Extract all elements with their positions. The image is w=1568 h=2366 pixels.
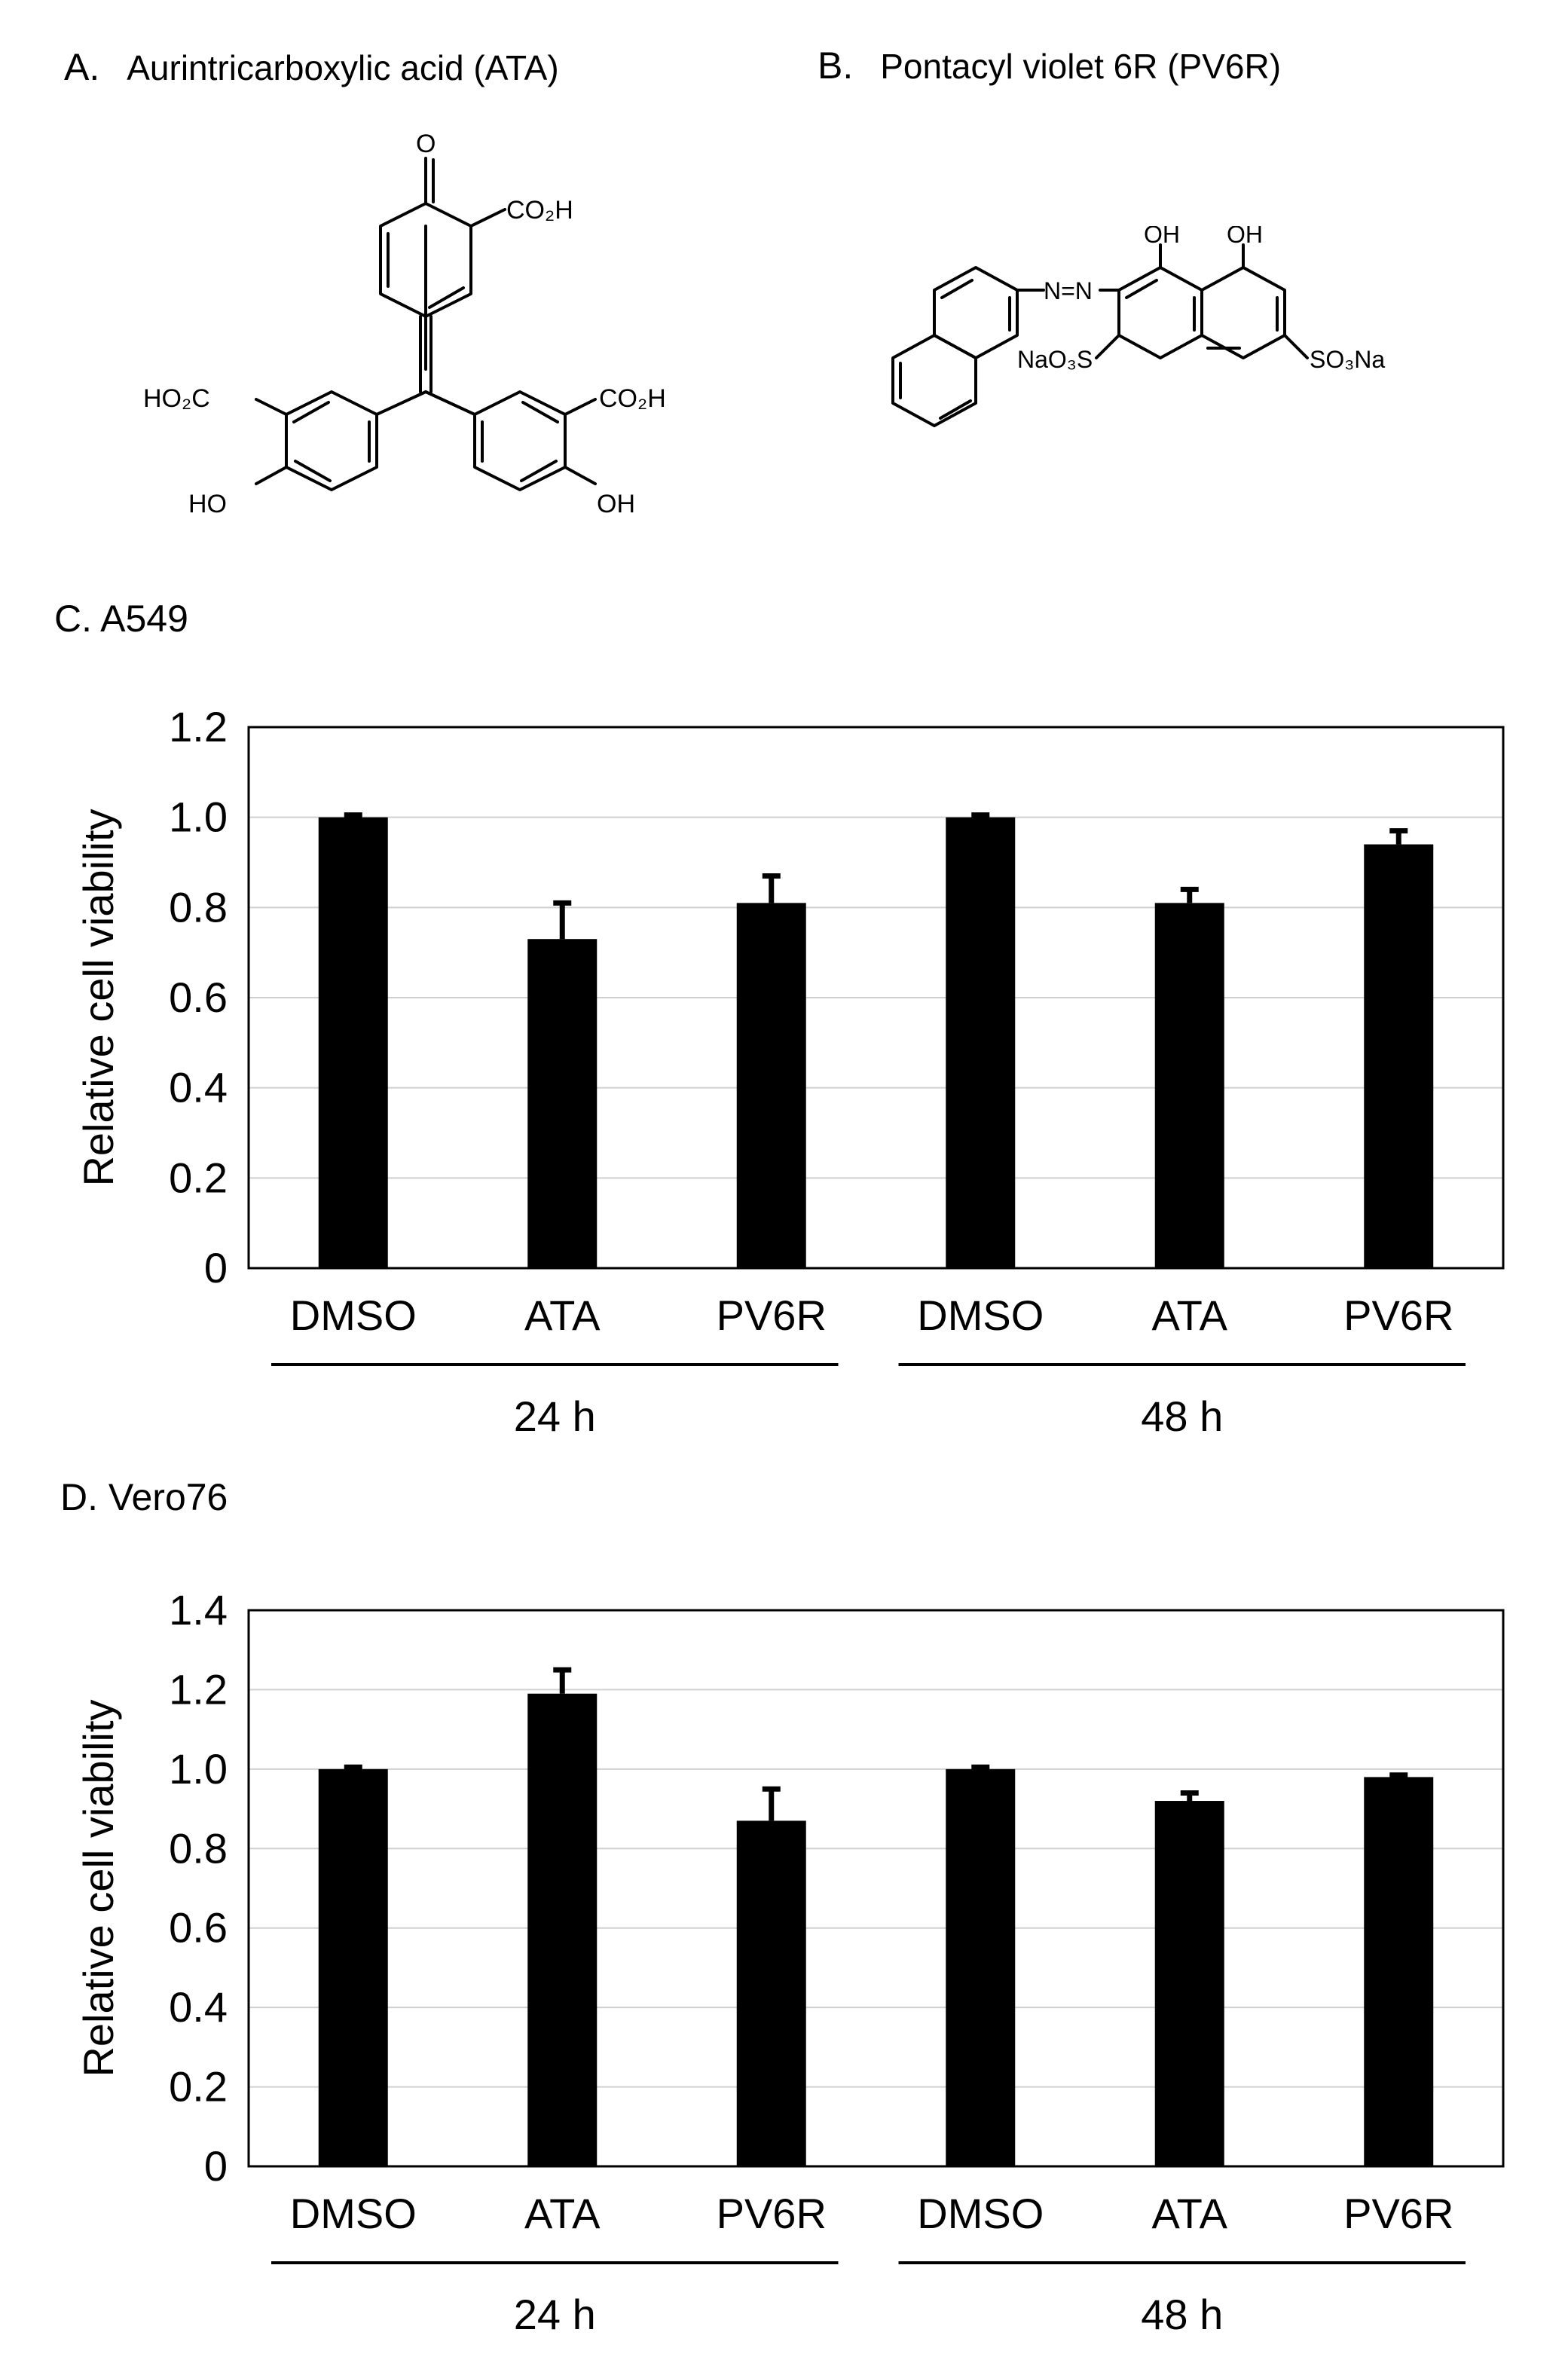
ata-left-hydroxyl-bond <box>255 466 288 485</box>
y-tick-label: 0.4 <box>169 1983 228 2031</box>
bar <box>736 903 806 1268</box>
group-label: 48 h <box>1141 2291 1223 2338</box>
y-tick-label: 1.4 <box>169 1586 228 1634</box>
ata-right-hydroxyl-bond <box>564 466 597 485</box>
bar <box>1364 1777 1434 2166</box>
x-tick-label: ATA <box>1151 1292 1227 1339</box>
x-tick-label: PV6R <box>717 2190 827 2237</box>
bar <box>527 939 598 1268</box>
panel-b-label: B. Pontacyl violet 6R (PV6R) <box>818 44 1281 87</box>
ata-left-carboxyl-bond <box>255 398 288 416</box>
chart-d-title: D. Vero76 <box>60 1476 228 1518</box>
ata-top-carboxyl-bond <box>469 208 506 228</box>
y-tick-label: 1.0 <box>169 793 228 841</box>
ata-quinone-ring <box>379 202 472 371</box>
x-tick-label: DMSO <box>290 1292 417 1339</box>
y-tick-label: 1.2 <box>169 1665 228 1713</box>
y-tick-label: 0.6 <box>169 1904 228 1952</box>
ata-right-hydroxyl-label: OH <box>597 490 635 518</box>
pv6r-oh1-label: OH <box>1144 226 1180 248</box>
y-axis-label: Relative cell viability <box>75 1699 122 2077</box>
group-label: 24 h <box>514 2291 596 2338</box>
pv6r-oh2-label: OH <box>1227 226 1263 248</box>
y-tick-label: 0 <box>204 2142 228 2190</box>
ata-left-hydroxyl-label: HO <box>188 490 227 518</box>
x-tick-label: PV6R <box>717 1292 827 1339</box>
x-tick-label: ATA <box>524 2190 601 2237</box>
y-tick-label: 0.4 <box>169 1064 228 1111</box>
y-axis-label: Relative cell viability <box>75 809 122 1186</box>
panel-b-letter: B. <box>818 44 854 87</box>
bar <box>318 1768 388 2166</box>
panel-b-title: Pontacyl violet 6R (PV6R) <box>880 47 1282 86</box>
ata-right-carboxyl-label: CO₂H <box>599 384 666 413</box>
x-tick-label: ATA <box>1151 2190 1227 2237</box>
y-tick-label: 0.8 <box>169 883 228 931</box>
pv6r-azo-label: N=N <box>1044 277 1093 304</box>
pv6r-naso3s-label: NaO₃S <box>1017 346 1093 373</box>
ata-top-carboxyl-label: CO₂H <box>506 196 573 225</box>
bar <box>1154 1801 1224 2166</box>
x-tick-label: PV6R <box>1343 2190 1453 2237</box>
panel-a-label: A. Aurintricarboxylic acid (ATA) <box>64 45 559 89</box>
x-tick-label: DMSO <box>290 2190 417 2237</box>
pv6r-structure: N=N OH OH NaO₃S SO₃Na <box>891 226 1385 427</box>
y-tick-label: 0 <box>204 1244 228 1292</box>
ata-left-ring <box>285 390 427 491</box>
y-tick-label: 0.2 <box>169 2063 228 2111</box>
y-tick-label: 0.2 <box>169 1154 228 1201</box>
pv6r-so3na-label: SO₃Na <box>1310 346 1385 373</box>
chart-d: 0 0.2 0.4 0.6 0.8 1.0 1.2 1.4 DMSO ATA PV6R DMSO ATA… <box>75 1586 1505 2338</box>
plot-frame <box>247 726 1505 1270</box>
y-tick-label: 1.0 <box>169 1745 228 1793</box>
bar <box>1364 844 1434 1268</box>
pv6r-naphthyl-ring <box>891 266 1019 427</box>
bar <box>318 817 388 1268</box>
panel-a-letter: A. <box>64 46 100 88</box>
ata-right-ring <box>424 390 567 491</box>
chart-c: 0 0.2 0.4 0.6 0.8 1.0 1.2 DMSO ATA PV6R DMSO ATA PV6… <box>75 703 1505 1440</box>
pv6r-so3-left-bond <box>1095 334 1120 359</box>
y-tick-label: 0.6 <box>169 974 228 1021</box>
ata-oxygen-label: O <box>416 130 436 158</box>
pv6r-so3-right-bond <box>1283 334 1309 359</box>
bar <box>736 1820 806 2166</box>
panel-a-title: Aurintricarboxylic acid (ATA) <box>127 48 559 87</box>
ata-structure: O CO₂H HO₂C HO CO₂H OH <box>143 130 666 518</box>
x-tick-label: PV6R <box>1343 1292 1453 1339</box>
ata-left-carboxyl-label: HO₂C <box>143 384 210 413</box>
ata-right-carboxyl-bond <box>564 398 597 416</box>
bar <box>946 1768 1016 2166</box>
chart-c-title: C. A549 <box>54 598 188 640</box>
x-tick-label: DMSO <box>917 2190 1044 2237</box>
x-tick-label: DMSO <box>917 1292 1044 1339</box>
plot-frame <box>247 1609 1505 2168</box>
pv6r-naphthalene-core <box>1117 266 1286 359</box>
x-tick-label: ATA <box>524 1292 601 1339</box>
group-label: 48 h <box>1141 1392 1223 1440</box>
group-label: 24 h <box>514 1392 596 1440</box>
bar <box>1154 903 1224 1268</box>
bar <box>946 817 1016 1268</box>
bar <box>527 1693 598 2166</box>
y-tick-label: 1.2 <box>169 703 228 750</box>
y-tick-label: 0.8 <box>169 1824 228 1872</box>
